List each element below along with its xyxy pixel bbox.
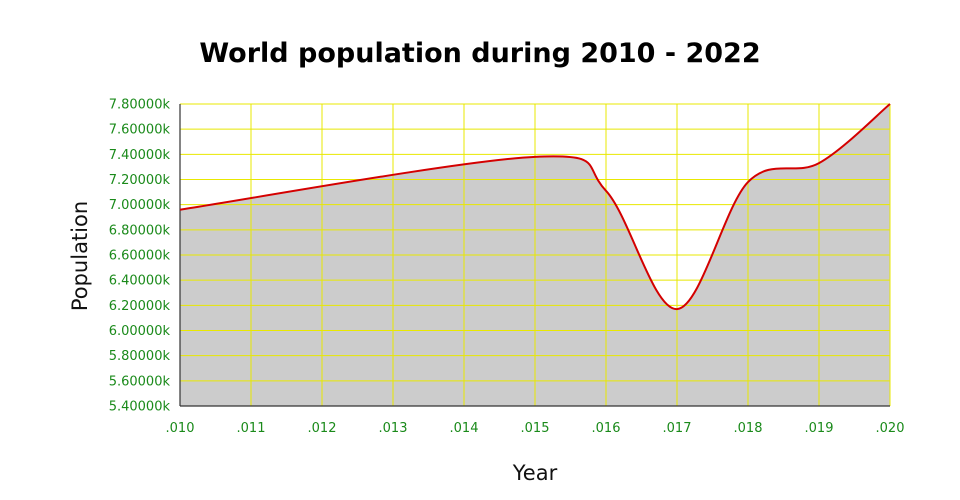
- x-tick-label: .012: [308, 421, 337, 436]
- y-tick-label: 7.40000k: [109, 148, 171, 163]
- x-tick-label: .016: [592, 421, 621, 436]
- y-tick-label: 5.80000k: [109, 349, 171, 364]
- y-tick-label: 7.00000k: [109, 198, 171, 213]
- plot-area: .010 .011 .012 .013 .014 .015 .016 .017 .018 .019…: [109, 98, 905, 437]
- x-tick-label: .010: [166, 421, 195, 436]
- x-tick-label: .014: [450, 421, 479, 436]
- y-tick-label: 7.20000k: [109, 173, 171, 188]
- population-line: [179, 103, 891, 311]
- x-tick-label: .015: [521, 421, 550, 436]
- y-tick-label: 5.60000k: [109, 374, 171, 389]
- x-tick-label: .017: [663, 421, 692, 436]
- y-tick-label: 6.20000k: [109, 299, 171, 314]
- y-tick-label: 7.80000k: [109, 98, 171, 113]
- y-tick-label: 6.40000k: [109, 274, 171, 289]
- y-tick-label: 5.40000k: [109, 400, 171, 415]
- x-tick-label: .013: [379, 421, 408, 436]
- y-tick-label: 7.60000k: [109, 123, 171, 138]
- y-axis-label: Population: [68, 201, 92, 311]
- x-tick-label: .011: [237, 421, 266, 436]
- chart-title: World population during 2010 - 2022: [199, 38, 760, 69]
- y-tick-label: 6.60000k: [109, 249, 171, 264]
- x-tick-label: .020: [876, 421, 905, 436]
- x-tick-label: .019: [805, 421, 834, 436]
- x-axis-label: Year: [512, 461, 558, 485]
- y-tick-label: 6.80000k: [109, 223, 171, 238]
- x-tick-label: .018: [734, 421, 763, 436]
- y-tick-label: 6.00000k: [109, 324, 171, 339]
